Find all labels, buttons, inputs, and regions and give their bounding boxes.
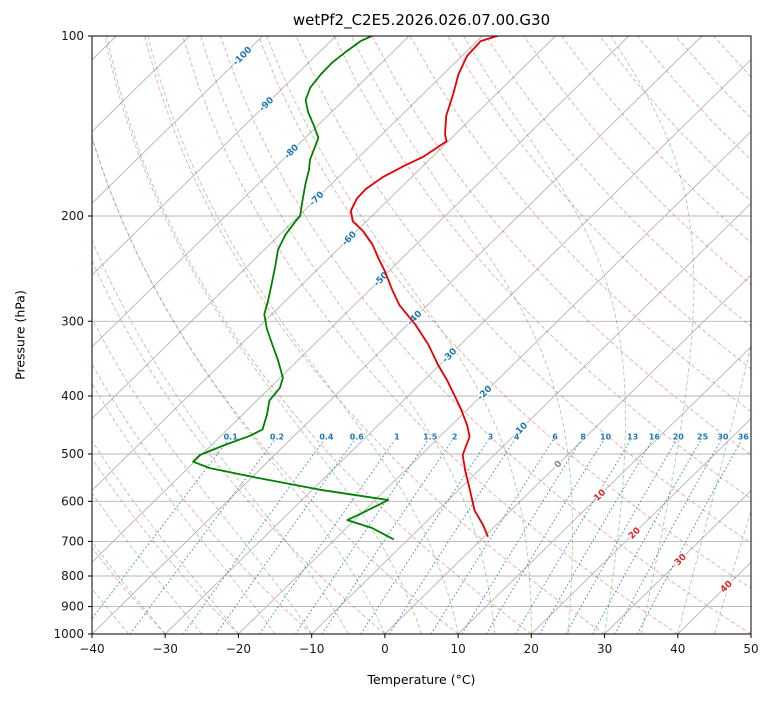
x-axis-label: Temperature (°C) — [367, 672, 476, 687]
mixing-ratio-label: 0.1 — [224, 432, 239, 441]
mixing-ratio-label: 25 — [697, 432, 709, 441]
x-tick-label: −20 — [226, 642, 251, 656]
mixing-ratio-label: 10 — [600, 432, 612, 441]
x-tick-label: 50 — [743, 642, 758, 656]
isotherm-label: 30 — [673, 552, 689, 568]
x-tick-label: −40 — [79, 642, 104, 656]
x-tick-label: 0 — [381, 642, 389, 656]
y-tick-label: 200 — [61, 209, 84, 223]
y-tick-label: 500 — [61, 447, 84, 461]
x-tick-label: −30 — [153, 642, 178, 656]
x-tick-label: 40 — [670, 642, 685, 656]
isotherm-label: 40 — [719, 579, 735, 595]
x-tick-label: −10 — [299, 642, 324, 656]
y-tick-label: 900 — [61, 600, 84, 614]
isotherm-label: -80 — [283, 143, 302, 162]
y-tick-label: 600 — [61, 494, 84, 508]
mixing-ratio-labels: 0.1 0.2 0.4 0.6 1 1.5 2 3 4 6 8 10 13 16 20 25 30 36 — [223, 431, 751, 442]
y-tick-label: 100 — [61, 29, 84, 43]
chart-title: wetPf2_C2E5.2026.026.07.00.G30 — [292, 11, 551, 29]
mixing-ratio-label: 0.2 — [270, 432, 284, 441]
isotherms — [92, 36, 751, 634]
temperature-line — [350, 36, 498, 537]
mixing-ratio-label: 1 — [394, 432, 400, 441]
y-tick-label: 700 — [61, 534, 84, 548]
dewpoint-line — [192, 36, 394, 540]
isotherm-label: -30 — [441, 347, 460, 366]
moist-adiabats — [92, 36, 751, 634]
isotherm-label: -90 — [258, 95, 277, 114]
mixing-ratio-label: 8 — [580, 432, 586, 441]
x-tick-label: 20 — [524, 642, 539, 656]
mixing-ratio-label: 36 — [738, 432, 750, 441]
mixing-ratio-label: 0.4 — [319, 432, 334, 441]
mixing-ratio-label: 6 — [552, 432, 558, 441]
x-tick-label: 30 — [597, 642, 612, 656]
y-tick-label: 400 — [61, 389, 84, 403]
mixing-ratio-label: 4 — [514, 432, 520, 441]
isotherm-label: 20 — [627, 526, 643, 542]
y-axis-ticks: 100 200 300 400 500 600 700 800 900 1000 — [53, 29, 92, 641]
y-tick-label: 1000 — [53, 627, 84, 641]
y-tick-label: 300 — [61, 314, 84, 328]
x-axis-ticks: −40 −30 −20 −10 0 10 20 30 40 50 — [79, 634, 759, 656]
y-axis-label: Pressure (hPa) — [12, 290, 28, 380]
dry-adiabats — [92, 36, 751, 634]
isotherm-label: 0 — [553, 459, 565, 471]
mixing-ratio-label: 1.5 — [423, 432, 438, 441]
isotherm-label: -60 — [340, 230, 359, 249]
mixing-ratio-label: 16 — [649, 432, 661, 441]
mixing-ratio-label: 2 — [452, 432, 458, 441]
mixing-ratio-label: 0.6 — [350, 432, 365, 441]
mixing-ratio-lines — [92, 437, 744, 634]
mixing-ratio-label: 3 — [488, 432, 494, 441]
plot-frame — [91, 35, 752, 635]
mixing-ratio-label: 13 — [627, 432, 638, 441]
mixing-ratio-label: 20 — [673, 432, 685, 441]
isotherm-label: -20 — [476, 384, 495, 403]
isotherm-label: -70 — [308, 190, 327, 209]
y-tick-label: 800 — [61, 569, 84, 583]
isotherm-label: -100 — [231, 45, 254, 68]
x-tick-label: 10 — [450, 642, 465, 656]
mixing-ratio-label: 30 — [717, 432, 729, 441]
